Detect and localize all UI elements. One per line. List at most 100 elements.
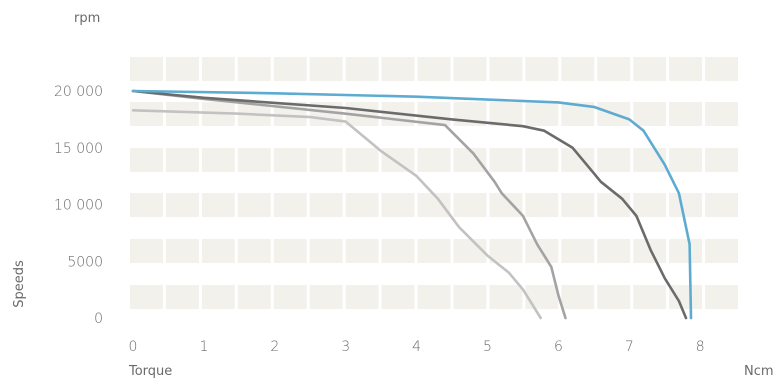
y-tick-label: 15 000 (54, 141, 103, 157)
grid-cell (237, 148, 271, 172)
grid-cell (525, 285, 559, 309)
grid-cell (525, 57, 559, 81)
grid-cell (201, 285, 235, 309)
y-tick-labels: 0 5000 10 000 15 000 20 000 (54, 84, 103, 327)
grid-cell (453, 239, 487, 263)
grid-cell (417, 148, 451, 172)
grid-cell (417, 239, 451, 263)
grid-cell (130, 102, 163, 126)
grid-cell (525, 102, 559, 126)
grid-cell (597, 148, 631, 172)
grid-cell (381, 193, 415, 217)
grid-cell (633, 193, 667, 217)
grid-cell (273, 148, 307, 172)
y-tick-label: 0 (94, 311, 103, 327)
grid-cell (417, 193, 451, 217)
grid-cell (669, 193, 703, 217)
grid-cell (525, 148, 559, 172)
x-axis-label: Torque (128, 364, 172, 379)
grid-cell (453, 193, 487, 217)
grid-cell (561, 57, 595, 81)
grid-cell (381, 285, 415, 309)
series-line-3 (131, 89, 567, 320)
grid-cell (561, 285, 595, 309)
grid-cell (345, 285, 379, 309)
grid-cell (453, 57, 487, 81)
grid-cell (633, 239, 667, 263)
grid-cell (453, 148, 487, 172)
grid-cell (561, 239, 595, 263)
grid-cell (165, 285, 199, 309)
grid-cell (165, 57, 199, 81)
y-tick-label: 10 000 (54, 198, 103, 214)
x-tick-label: 5 (483, 339, 492, 355)
grid-cell (705, 239, 738, 263)
grid-cell (345, 148, 379, 172)
grid-cell (273, 57, 307, 81)
x-tick-label: 7 (625, 339, 634, 355)
grid-bands (130, 57, 738, 309)
grid-cell (489, 285, 523, 309)
grid-cell (381, 239, 415, 263)
grid-cell (705, 193, 738, 217)
grid-cell (489, 102, 523, 126)
grid-cell (237, 193, 271, 217)
grid-cell (489, 148, 523, 172)
grid-cell (669, 285, 703, 309)
grid-cell (345, 57, 379, 81)
x-tick-label: 0 (129, 339, 138, 355)
grid-cell (381, 148, 415, 172)
grid-cell (130, 239, 163, 263)
grid-cell (669, 148, 703, 172)
grid-cell (417, 57, 451, 81)
grid-cell (201, 193, 235, 217)
grid-cell (273, 239, 307, 263)
grid-cell (453, 285, 487, 309)
grid-cell (669, 102, 703, 126)
grid-cell (237, 285, 271, 309)
grid-cell (309, 239, 343, 263)
grid-cell (345, 193, 379, 217)
x-tick-label: 1 (199, 339, 208, 355)
grid-cell (309, 57, 343, 81)
grid-cell (489, 57, 523, 81)
x-tick-label: 8 (696, 339, 705, 355)
grid-cell (165, 239, 199, 263)
grid-cell (669, 57, 703, 81)
grid-cell (273, 193, 307, 217)
grid-cell (633, 285, 667, 309)
grid-cell (489, 239, 523, 263)
grid-cell (237, 239, 271, 263)
grid-cell (273, 285, 307, 309)
grid-cell (705, 102, 738, 126)
grid-cell (633, 57, 667, 81)
grid-cell (165, 148, 199, 172)
grid-cell (201, 239, 235, 263)
y-unit-label: rpm (74, 11, 100, 26)
grid-cell (165, 102, 199, 126)
grid-cell (561, 193, 595, 217)
grid-cell (130, 57, 163, 81)
grid-cell (705, 148, 738, 172)
grid-cell (597, 193, 631, 217)
x-unit-label: Ncm (744, 364, 774, 379)
series-line-1 (131, 89, 693, 320)
grid-cell (165, 193, 199, 217)
y-tick-label: 5000 (67, 254, 103, 270)
grid-cell (705, 285, 738, 309)
x-tick-label: 3 (341, 339, 350, 355)
grid-cell (417, 285, 451, 309)
grid-cell (201, 148, 235, 172)
series-lines (131, 89, 693, 320)
x-tick-label: 2 (270, 339, 279, 355)
grid-cell (633, 102, 667, 126)
series-line-2 (131, 89, 688, 320)
grid-cell (237, 57, 271, 81)
grid-cell (525, 193, 559, 217)
grid-cell (597, 57, 631, 81)
series-line-4 (131, 109, 542, 320)
y-axis-label: Speeds (12, 260, 27, 308)
grid-cell (130, 285, 163, 309)
x-tick-label: 6 (554, 339, 563, 355)
